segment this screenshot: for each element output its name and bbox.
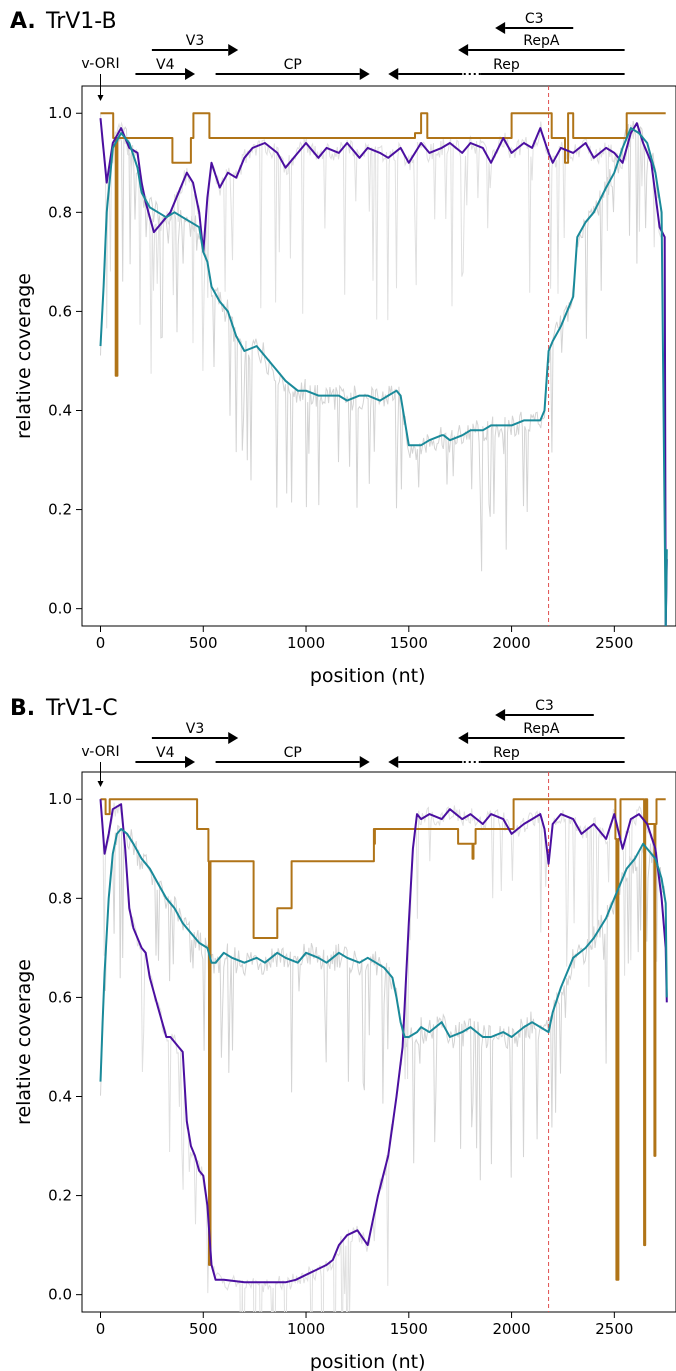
x-tick-label: 0 bbox=[96, 634, 106, 652]
gene-label-rep: Rep bbox=[493, 57, 520, 73]
origin-label: v-ORI bbox=[81, 744, 119, 760]
origin-arrowhead bbox=[97, 95, 104, 101]
raw-coverage-trace bbox=[100, 799, 666, 1312]
y-tick-label: 0.8 bbox=[48, 889, 72, 907]
x-tick-label: 2000 bbox=[492, 634, 530, 652]
gene-arrowhead bbox=[228, 44, 239, 56]
y-axis-label: relative coverage bbox=[13, 273, 35, 439]
gene-label-repa: RepA bbox=[523, 721, 560, 737]
raw-coverage-trace bbox=[100, 112, 666, 473]
gene-label-c3: C3 bbox=[525, 11, 544, 27]
panel-title: TrV1-C bbox=[45, 696, 118, 721]
gene-arrowhead bbox=[359, 68, 370, 80]
y-tick-label: 1.0 bbox=[48, 790, 72, 808]
gene-label-v4: V4 bbox=[156, 745, 175, 761]
series-line-2 bbox=[99, 127, 668, 626]
x-tick-label: 2500 bbox=[595, 634, 633, 652]
y-tick-label: 0.6 bbox=[48, 302, 72, 320]
x-tick-label: 1000 bbox=[287, 1320, 325, 1338]
gene-arrowhead bbox=[185, 68, 196, 80]
x-axis-label: position (nt) bbox=[310, 665, 426, 687]
gene-arrowhead bbox=[495, 709, 506, 721]
panel-letter: A. bbox=[10, 9, 36, 34]
series-line-1 bbox=[99, 118, 668, 626]
series-line-0 bbox=[100, 798, 666, 1281]
gene-label-rep: Rep bbox=[493, 745, 520, 761]
x-tick-label: 1500 bbox=[390, 634, 428, 652]
panel-title: TrV1-B bbox=[45, 9, 117, 34]
x-tick-label: 1500 bbox=[390, 1320, 428, 1338]
series-line-0 bbox=[100, 112, 666, 377]
gene-label-v3: V3 bbox=[186, 33, 204, 49]
origin-arrowhead bbox=[97, 781, 104, 787]
plot-area bbox=[99, 772, 668, 1312]
gene-arrowhead bbox=[458, 44, 469, 56]
y-tick-label: 0.8 bbox=[48, 203, 72, 221]
y-tick-label: 0.4 bbox=[48, 401, 72, 419]
gene-arrowhead bbox=[388, 68, 399, 80]
gene-arrowhead bbox=[228, 732, 239, 744]
x-tick-label: 500 bbox=[189, 634, 218, 652]
gene-label-cp: CP bbox=[284, 57, 302, 73]
panel-trv1-c: B. TrV1-C 0 500 1000 1500 2000 2500 0.0 0.2 0.4 0.6… bbox=[10, 696, 676, 1371]
gene-arrowhead bbox=[495, 22, 506, 34]
plot-area bbox=[99, 86, 668, 626]
y-tick-label: 0.2 bbox=[48, 501, 72, 519]
gene-label-v3: V3 bbox=[186, 721, 204, 737]
gene-label-v4: V4 bbox=[156, 57, 175, 73]
x-tick-label: 2000 bbox=[492, 1320, 530, 1338]
gene-label-cp: CP bbox=[284, 745, 302, 761]
y-tick-label: 0.6 bbox=[48, 988, 72, 1006]
x-tick-label: 1000 bbox=[287, 634, 325, 652]
gene-arrowhead bbox=[185, 756, 196, 768]
x-tick-label: 0 bbox=[96, 1320, 106, 1338]
gene-arrowhead bbox=[458, 732, 469, 744]
raw-coverage-trace bbox=[100, 120, 666, 591]
y-tick-label: 1.0 bbox=[48, 104, 72, 122]
gene-label-repa: RepA bbox=[523, 33, 560, 49]
plot-frame bbox=[81, 771, 676, 1313]
panel-letter: B. bbox=[10, 696, 35, 721]
y-axis-label: relative coverage bbox=[13, 959, 35, 1125]
gene-arrowhead bbox=[388, 756, 399, 768]
gene-arrowhead bbox=[359, 756, 370, 768]
plot-frame bbox=[81, 85, 676, 627]
origin-label: v-ORI bbox=[81, 56, 119, 72]
y-tick-label: 0.2 bbox=[48, 1187, 72, 1205]
series-line-2 bbox=[99, 828, 668, 1082]
panel-trv1-b: A. TrV1-B 0 500 1000 1500 2000 2500 0.0 0.2 0.4 0.6… bbox=[10, 9, 676, 687]
series-line-1 bbox=[99, 799, 668, 1284]
x-tick-label: 500 bbox=[189, 1320, 218, 1338]
y-tick-label: 0.4 bbox=[48, 1087, 72, 1105]
x-tick-label: 2500 bbox=[595, 1320, 633, 1338]
raw-coverage-trace bbox=[100, 824, 666, 1181]
y-tick-label: 0.0 bbox=[48, 1286, 72, 1304]
gene-label-c3: C3 bbox=[535, 698, 554, 714]
x-axis-label: position (nt) bbox=[310, 1351, 426, 1371]
y-tick-label: 0.0 bbox=[48, 600, 72, 618]
